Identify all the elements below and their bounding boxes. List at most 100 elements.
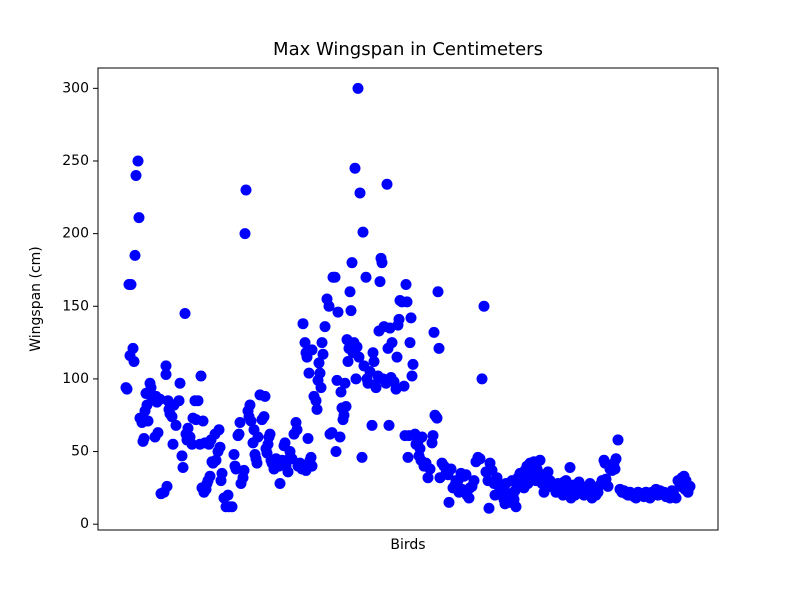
point xyxy=(346,257,358,269)
point xyxy=(602,480,614,492)
point xyxy=(334,431,346,443)
point xyxy=(424,463,436,475)
point xyxy=(352,82,364,94)
point xyxy=(279,437,291,449)
point xyxy=(407,358,419,370)
point xyxy=(476,373,488,385)
point xyxy=(445,463,457,475)
point xyxy=(251,457,263,469)
y-tick-label: 0 xyxy=(80,516,89,532)
point xyxy=(340,401,352,413)
point xyxy=(443,496,455,508)
point xyxy=(368,355,380,367)
point xyxy=(338,409,350,421)
point xyxy=(222,489,234,501)
point xyxy=(197,415,209,427)
point xyxy=(240,184,252,196)
point xyxy=(402,451,414,463)
point xyxy=(142,415,154,427)
point xyxy=(313,357,325,369)
point xyxy=(245,415,257,427)
point xyxy=(335,386,347,398)
point xyxy=(128,355,140,367)
point xyxy=(299,337,311,349)
point xyxy=(351,341,363,353)
point xyxy=(145,382,157,394)
y-tick-label: 200 xyxy=(62,226,89,242)
point xyxy=(311,403,323,415)
point xyxy=(432,286,444,298)
point xyxy=(297,318,309,330)
point xyxy=(401,296,413,308)
point xyxy=(160,369,172,381)
point xyxy=(483,502,495,514)
point xyxy=(463,492,475,504)
point xyxy=(179,308,191,320)
point xyxy=(167,438,179,450)
point xyxy=(468,475,480,487)
point xyxy=(342,355,354,367)
point xyxy=(195,370,207,382)
point xyxy=(160,360,172,372)
point xyxy=(127,342,139,354)
point xyxy=(316,337,328,349)
point xyxy=(233,428,245,440)
point xyxy=(478,300,490,312)
point xyxy=(332,306,344,318)
point xyxy=(431,412,443,424)
point xyxy=(306,460,318,472)
point xyxy=(274,478,286,490)
point xyxy=(428,326,440,338)
point xyxy=(339,377,351,389)
point xyxy=(176,450,188,462)
point xyxy=(356,451,368,463)
point xyxy=(305,451,317,463)
point xyxy=(610,453,622,465)
point xyxy=(234,416,246,428)
point xyxy=(381,178,393,190)
point xyxy=(177,462,189,474)
point xyxy=(315,382,327,394)
y-tick-label: 150 xyxy=(62,298,89,314)
point xyxy=(386,337,398,349)
point xyxy=(357,226,369,238)
point xyxy=(173,395,185,407)
y-tick-label: 100 xyxy=(62,371,89,387)
y-tick-label: 300 xyxy=(62,80,89,96)
point xyxy=(182,422,194,434)
point xyxy=(329,271,341,283)
point xyxy=(398,380,410,392)
point xyxy=(406,370,418,382)
plot-frame xyxy=(97,67,719,531)
point xyxy=(509,485,521,497)
point xyxy=(370,382,382,394)
point xyxy=(133,212,145,224)
point xyxy=(416,431,428,443)
point xyxy=(302,432,314,444)
point xyxy=(427,430,439,442)
point xyxy=(132,155,144,167)
point xyxy=(367,347,379,359)
point xyxy=(192,395,204,407)
point xyxy=(404,337,416,349)
point xyxy=(130,170,142,182)
point xyxy=(684,480,696,492)
point xyxy=(393,313,405,325)
point xyxy=(353,351,365,363)
point xyxy=(314,367,326,379)
point xyxy=(422,472,434,484)
x-axis-label: Birds xyxy=(390,537,425,553)
point xyxy=(383,419,395,431)
point xyxy=(376,257,388,269)
y-axis-label: Wingspan (cm) xyxy=(28,246,44,352)
point xyxy=(474,453,486,465)
point xyxy=(213,424,225,436)
point xyxy=(174,377,186,389)
point xyxy=(612,434,624,446)
point xyxy=(186,438,198,450)
point xyxy=(374,276,386,288)
point xyxy=(259,390,271,402)
point xyxy=(152,427,164,439)
point xyxy=(264,428,276,440)
